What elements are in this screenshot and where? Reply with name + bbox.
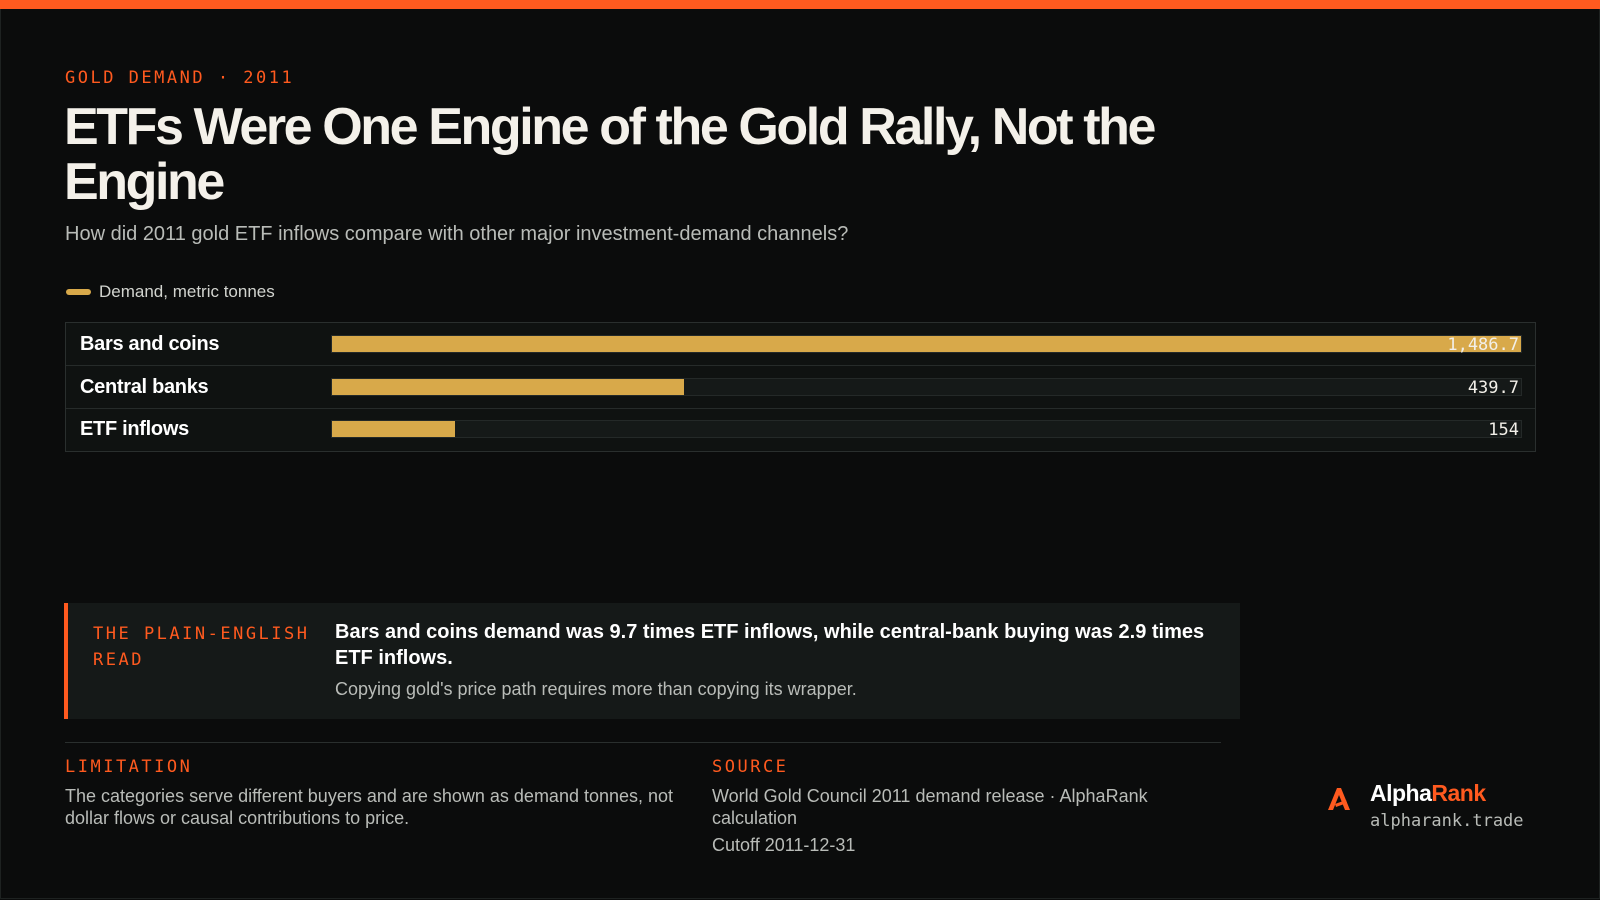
limitation-label: LIMITATION xyxy=(65,757,193,777)
category-label: ETF inflows xyxy=(80,418,189,441)
value-label: 1,486.7 xyxy=(1447,335,1519,355)
callout-headline: Bars and coins demand was 9.7 times ETF … xyxy=(335,621,1205,669)
bar xyxy=(332,421,456,438)
bar-track xyxy=(331,377,1522,396)
category-label: Bars and coins xyxy=(80,333,220,355)
bar xyxy=(332,378,684,395)
kicker: GOLD DEMAND · 2011 xyxy=(65,68,295,88)
plain-english-callout: THE PLAIN-ENGLISH READ Bars and coins de… xyxy=(64,603,1240,719)
page-subtitle: How did 2011 gold ETF inflows compare wi… xyxy=(65,223,849,245)
accent-top-bar xyxy=(0,0,1600,9)
brand-name-rank: Rank xyxy=(1431,780,1486,806)
brand-url: alpharank.trade xyxy=(1370,811,1524,831)
brand-name-alpha: Alpha xyxy=(1370,780,1432,806)
chart-legend: Demand, metric tonnes xyxy=(66,282,275,302)
bar-track xyxy=(331,420,1522,439)
legend-swatch xyxy=(66,289,91,295)
value-label: 154 xyxy=(1488,420,1519,441)
page-title: ETFs Were One Engine of the Gold Rally, … xyxy=(64,98,1156,211)
callout-body: Copying gold's price path requires more … xyxy=(335,679,857,699)
source-text: World Gold Council 2011 demand release ·… xyxy=(712,786,1148,828)
legend-label: Demand, metric tonnes xyxy=(99,282,275,301)
chart-row: Bars and coins 1,486.7 xyxy=(66,323,1535,366)
cutoff-date: Cutoff 2011-12-31 xyxy=(712,835,856,855)
chart-row: Central banks 439.7 xyxy=(66,366,1535,409)
brand-name: AlphaRank xyxy=(1370,780,1486,807)
value-label: 439.7 xyxy=(1467,377,1519,398)
bar xyxy=(332,336,1521,352)
bar-track xyxy=(331,335,1522,353)
alpharank-logo-icon xyxy=(1328,788,1350,810)
limitation-text: The categories serve different buyers an… xyxy=(65,786,674,828)
bar-chart: Bars and coins 1,486.7 Central banks 439.7 E… xyxy=(65,322,1536,452)
chart-row: ETF inflows 154 xyxy=(66,408,1535,450)
source-label: SOURCE xyxy=(712,757,789,777)
category-label: Central banks xyxy=(80,375,209,398)
callout-label: THE PLAIN-ENGLISH READ xyxy=(93,624,310,670)
footer-divider xyxy=(65,742,1221,743)
